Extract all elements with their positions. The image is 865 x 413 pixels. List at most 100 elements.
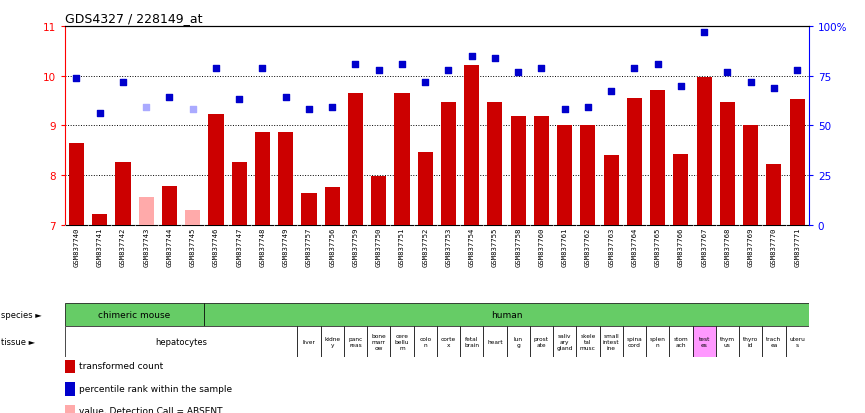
Text: GSM837770: GSM837770 bbox=[771, 228, 777, 267]
Text: GSM837766: GSM837766 bbox=[678, 228, 684, 267]
Point bbox=[279, 95, 292, 102]
Text: GSM837764: GSM837764 bbox=[631, 228, 638, 267]
Text: GSM837758: GSM837758 bbox=[516, 228, 522, 267]
Bar bbox=[93, 214, 107, 225]
Bar bbox=[321, 326, 344, 357]
Point bbox=[767, 85, 781, 92]
Point bbox=[465, 53, 478, 60]
Bar bbox=[557, 126, 573, 225]
Bar bbox=[371, 176, 387, 225]
Bar bbox=[510, 117, 526, 225]
Bar bbox=[324, 188, 340, 225]
Point bbox=[139, 105, 153, 112]
Text: bone
marr
ow: bone marr ow bbox=[371, 333, 386, 350]
Bar bbox=[534, 117, 549, 225]
Point bbox=[721, 69, 734, 76]
Point bbox=[441, 67, 455, 74]
Point bbox=[186, 107, 200, 114]
Bar bbox=[301, 194, 317, 225]
Point bbox=[93, 111, 106, 117]
Point bbox=[511, 69, 525, 76]
Bar bbox=[580, 126, 595, 225]
Text: liver: liver bbox=[303, 339, 316, 344]
Text: GSM837762: GSM837762 bbox=[585, 228, 591, 267]
Text: GSM837749: GSM837749 bbox=[283, 228, 289, 267]
Text: GSM837768: GSM837768 bbox=[724, 228, 730, 267]
Bar bbox=[65, 304, 204, 326]
Text: GSM837747: GSM837747 bbox=[236, 228, 242, 267]
Bar bbox=[720, 103, 735, 225]
Point bbox=[325, 105, 339, 112]
Bar bbox=[441, 103, 456, 225]
Text: prost
ate: prost ate bbox=[534, 336, 549, 347]
Text: GSM837771: GSM837771 bbox=[794, 228, 800, 267]
Bar bbox=[413, 326, 437, 357]
Text: species ►: species ► bbox=[1, 311, 42, 319]
Text: colo
n: colo n bbox=[420, 336, 432, 347]
Text: GDS4327 / 228149_at: GDS4327 / 228149_at bbox=[65, 12, 202, 24]
Text: GSM837750: GSM837750 bbox=[375, 228, 381, 267]
Point bbox=[302, 107, 316, 114]
Bar bbox=[232, 162, 247, 225]
Text: thyro
id: thyro id bbox=[743, 336, 759, 347]
Bar bbox=[394, 94, 409, 225]
Text: panc
reas: panc reas bbox=[349, 336, 362, 347]
Bar bbox=[604, 156, 618, 225]
Bar bbox=[785, 326, 809, 357]
Text: GSM837742: GSM837742 bbox=[120, 228, 126, 267]
Text: GSM837756: GSM837756 bbox=[330, 228, 336, 267]
Bar bbox=[279, 133, 293, 225]
Point bbox=[627, 65, 641, 72]
Point bbox=[488, 55, 502, 62]
Text: human: human bbox=[490, 311, 522, 319]
Point bbox=[535, 65, 548, 72]
Point bbox=[209, 65, 223, 72]
Point bbox=[163, 95, 176, 102]
Text: GSM837765: GSM837765 bbox=[655, 228, 661, 267]
Text: fetal
brain: fetal brain bbox=[465, 336, 479, 347]
Bar bbox=[576, 326, 599, 357]
Text: saliv
ary
gland: saliv ary gland bbox=[556, 333, 573, 350]
Text: stom
ach: stom ach bbox=[674, 336, 689, 347]
Text: GSM837755: GSM837755 bbox=[492, 228, 498, 267]
Bar bbox=[487, 103, 503, 225]
Point bbox=[233, 97, 247, 104]
Text: GSM837761: GSM837761 bbox=[561, 228, 567, 267]
Point bbox=[419, 79, 432, 85]
Bar bbox=[743, 126, 759, 225]
Text: spina
cord: spina cord bbox=[626, 336, 643, 347]
Bar bbox=[69, 143, 84, 225]
Text: GSM837741: GSM837741 bbox=[97, 228, 103, 267]
Point bbox=[581, 105, 595, 112]
Point bbox=[372, 67, 386, 74]
Point bbox=[349, 61, 362, 68]
Bar bbox=[367, 326, 390, 357]
Text: kidne
y: kidne y bbox=[324, 336, 340, 347]
Bar bbox=[255, 133, 270, 225]
Bar bbox=[344, 326, 367, 357]
Bar bbox=[465, 66, 479, 225]
Bar bbox=[185, 210, 201, 225]
Bar bbox=[716, 326, 739, 357]
Text: GSM837744: GSM837744 bbox=[166, 228, 172, 267]
Bar bbox=[484, 326, 507, 357]
Bar bbox=[348, 94, 363, 225]
Bar bbox=[670, 326, 693, 357]
Bar bbox=[553, 326, 576, 357]
Text: percentile rank within the sample: percentile rank within the sample bbox=[79, 384, 232, 393]
Text: uteru
s: uteru s bbox=[789, 336, 805, 347]
Text: GSM837760: GSM837760 bbox=[538, 228, 544, 267]
Bar bbox=[204, 304, 809, 326]
Text: lun
g: lun g bbox=[514, 336, 522, 347]
Text: GSM837753: GSM837753 bbox=[445, 228, 452, 267]
Text: small
intest
ine: small intest ine bbox=[603, 333, 619, 350]
Bar bbox=[208, 114, 223, 225]
Point bbox=[558, 107, 572, 114]
Bar bbox=[790, 100, 804, 225]
Text: value, Detection Call = ABSENT: value, Detection Call = ABSENT bbox=[79, 406, 222, 413]
Text: hepatocytes: hepatocytes bbox=[155, 337, 207, 346]
Point bbox=[255, 65, 269, 72]
Bar bbox=[693, 326, 716, 357]
Text: trach
ea: trach ea bbox=[766, 336, 781, 347]
Point bbox=[674, 83, 688, 90]
